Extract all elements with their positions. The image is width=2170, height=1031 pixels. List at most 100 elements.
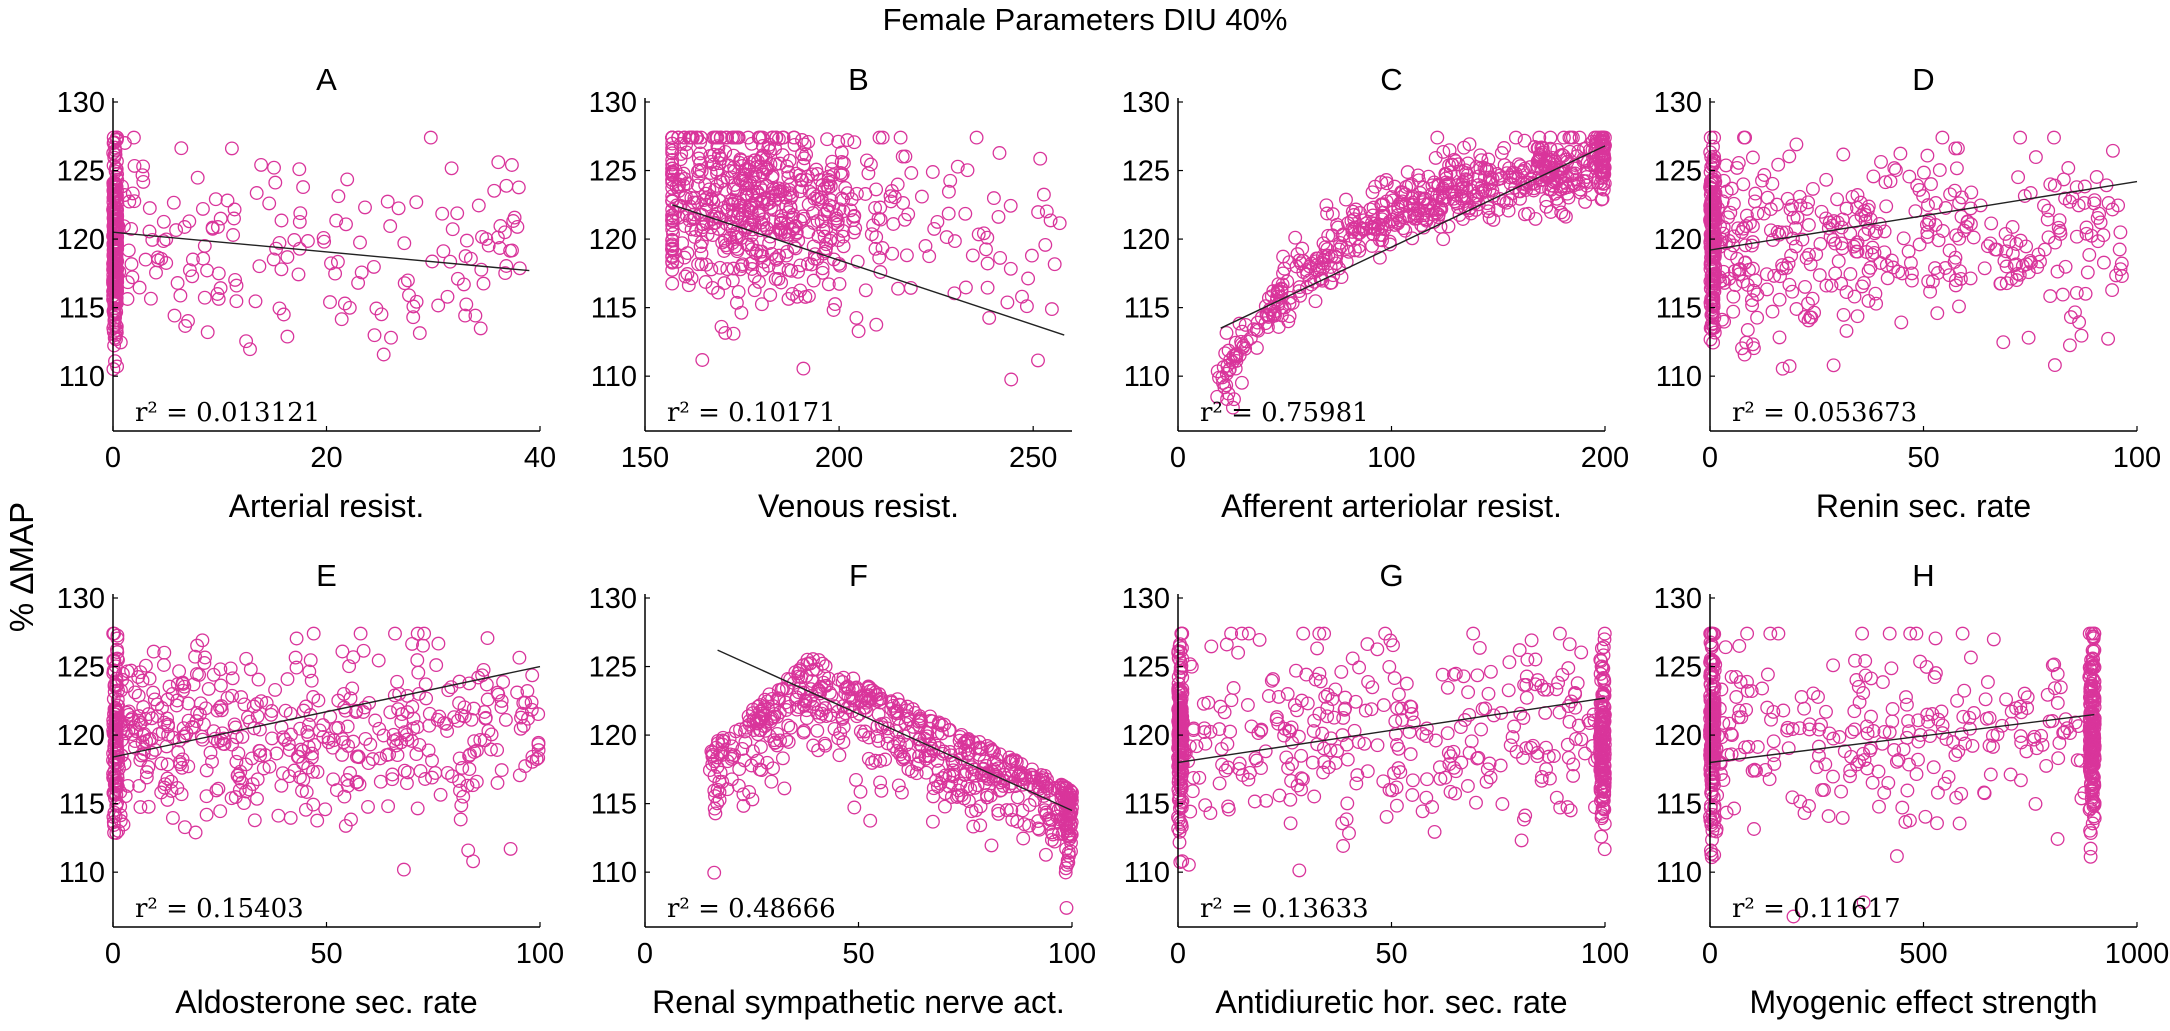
data-point [361, 799, 375, 814]
data-point [1566, 176, 1581, 191]
data-point [1247, 794, 1262, 809]
data-point [1771, 157, 1786, 172]
data-point [1370, 738, 1385, 753]
data-point [754, 194, 769, 209]
data-point [271, 808, 286, 823]
data-point [1770, 197, 1784, 212]
data-point [307, 737, 322, 752]
data-point [387, 688, 402, 703]
data-point [1336, 839, 1351, 853]
panel-e-title: E [316, 558, 337, 593]
x-tick-label: 0 [105, 442, 121, 474]
data-point [195, 201, 210, 216]
data-point [189, 667, 204, 682]
panel-g-r2-annotation: r² = 0.13633 [1200, 894, 1369, 924]
data-point [1706, 292, 1721, 307]
data-point [452, 696, 467, 711]
data-point [200, 263, 215, 278]
data-point [139, 770, 154, 785]
data-point [248, 294, 263, 309]
data-point [930, 214, 945, 229]
data-point [106, 275, 121, 290]
data-point [306, 626, 321, 641]
data-point [216, 731, 231, 746]
data-point [671, 130, 686, 145]
data-point [853, 784, 868, 799]
data-point [1875, 675, 1890, 690]
data-point [2068, 305, 2082, 320]
data-point [213, 281, 228, 296]
data-point [1900, 783, 1915, 798]
data-point [1707, 153, 1722, 168]
data-point [476, 276, 491, 291]
data-point [791, 264, 805, 279]
data-point [2051, 751, 2066, 766]
data-point [1307, 789, 1322, 804]
panel-f-title: F [849, 558, 868, 593]
data-point [1980, 675, 1995, 690]
data-point [1219, 637, 1234, 652]
data-point [684, 222, 699, 237]
data-point [383, 705, 398, 720]
data-point [1260, 308, 1275, 323]
data-point [884, 184, 899, 198]
y-tick-label: 130 [1122, 583, 1170, 615]
data-point [381, 799, 396, 814]
data-point [2109, 268, 2124, 283]
data-point [1365, 185, 1380, 200]
data-point [111, 823, 126, 838]
data-point [108, 296, 123, 311]
data-point [858, 187, 873, 201]
data-point [175, 760, 189, 775]
data-point [2028, 150, 2043, 165]
data-point [1342, 826, 1356, 841]
data-point [410, 720, 425, 735]
data-point [1310, 641, 1325, 656]
data-point [211, 266, 226, 281]
data-point [138, 712, 153, 726]
data-point [1963, 650, 1978, 665]
data-point [334, 312, 349, 327]
data-point [1453, 720, 1468, 735]
data-point [1261, 309, 1276, 324]
data-point [1871, 764, 1886, 779]
panel-g-title: G [1379, 558, 1403, 593]
data-point [1520, 175, 1535, 190]
data-point [744, 136, 759, 151]
data-point [1953, 264, 1967, 279]
data-point [1391, 202, 1406, 217]
data-point [466, 701, 481, 716]
data-point [958, 280, 973, 295]
data-point [2010, 266, 2025, 281]
data-point [1597, 148, 1611, 163]
data-point [1271, 284, 1285, 299]
data-point [1538, 705, 1553, 720]
data-point [182, 214, 197, 229]
data-point [365, 752, 380, 767]
data-point [1046, 802, 1061, 817]
data-point [291, 267, 306, 282]
data-point [965, 248, 980, 263]
data-point [1533, 147, 1548, 162]
data-point [1556, 130, 1571, 145]
data-point [1224, 693, 1239, 708]
data-point [1334, 664, 1349, 679]
data-point [1801, 218, 1816, 232]
data-point [262, 196, 277, 211]
data-point [181, 696, 196, 711]
data-point [835, 167, 850, 182]
data-point [269, 746, 284, 761]
data-point [1307, 274, 1322, 289]
data-point [707, 865, 722, 880]
data-point [124, 257, 139, 272]
data-point [1044, 302, 1059, 317]
data-point [731, 284, 746, 299]
data-point [1821, 809, 1836, 824]
y-tick-label: 115 [1656, 293, 1702, 325]
data-point [1818, 757, 1833, 772]
data-point [1447, 194, 1462, 209]
data-point [1532, 152, 1547, 167]
data-point [1389, 780, 1404, 795]
